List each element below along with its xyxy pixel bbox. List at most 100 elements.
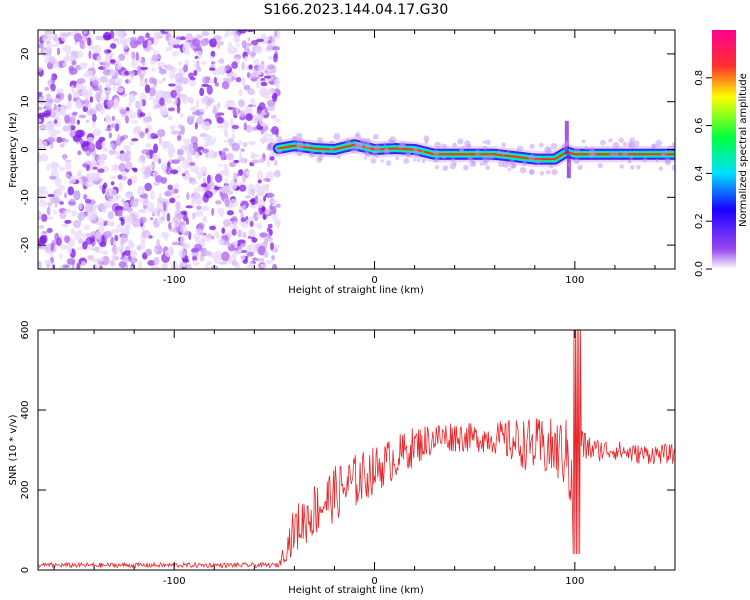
noise-blob [231,228,237,236]
noise-blob [179,36,186,41]
noise-blob [91,79,99,87]
noise-blob [217,238,225,245]
ridge-scatter [519,166,527,174]
noise-blob [214,230,220,239]
ridge-scatter [417,158,421,162]
colorbar: 0.0 0.2 0.4 0.6 0.8 Normalized spectral ampl… [694,30,749,277]
ridge-scatter [420,150,425,154]
noise-blob [194,122,198,130]
noise-blob [139,208,145,213]
noise-blob [51,195,60,204]
noise-blob [46,137,56,143]
ridge-scatter [413,158,417,162]
noise-blob [59,244,68,250]
noise-blob [110,123,117,128]
noise-blob [119,152,128,162]
noise-blob [173,182,180,190]
noise-blob [204,264,209,269]
noise-blob [199,166,208,176]
noise-blob [67,93,72,102]
noise-blob [206,84,213,95]
noise-blob [59,253,63,260]
noise-blob [202,177,207,184]
noise-blob [213,255,221,265]
noise-blob [164,30,174,33]
noise-blob [228,229,233,238]
noise-blob [77,229,83,236]
noise-blob [139,81,147,87]
noise-blob [182,44,189,55]
noise-blob [95,258,105,262]
noise-blob [270,46,280,51]
noise-blob [48,43,57,48]
noise-blob [53,103,57,111]
noise-blob [193,70,198,77]
noise-blob [71,59,77,66]
noise-blob [135,51,139,61]
ridge-scatter [482,140,486,144]
ridge-scatter [546,147,553,154]
noise-blob [61,223,69,228]
noise-blob [271,205,277,215]
noise-blob [92,86,101,92]
y-tick-label: -10 [20,189,31,205]
noise-blob [91,247,96,252]
noise-blob [265,259,274,265]
noise-blob [242,204,247,209]
noise-blob [108,132,112,139]
noise-blob [120,239,125,247]
noise-blob [260,35,269,45]
noise-blob [204,190,213,199]
noise-blob [92,44,102,54]
noise-blob [169,143,175,154]
ridge-scatter [516,145,524,152]
y-tick-label: 20 [20,48,31,61]
noise-blob [172,215,182,224]
ridge-scatter [581,139,586,144]
noise-blob [50,242,55,252]
noise-blob [239,254,246,261]
noise-blob [179,113,184,118]
noise-blob [259,157,265,164]
noise-blob [113,38,119,42]
noise-blob [92,113,97,123]
noise-blob [162,111,169,116]
ridge-scatter [536,159,541,164]
ridge-scatter [433,149,440,156]
noise-blob [231,61,238,69]
ridge-scatter [529,168,535,174]
noise-blob [258,102,266,111]
noise-blob [77,212,86,221]
noise-blob [160,263,167,269]
noise-blob [91,158,97,167]
noise-blob [171,50,179,57]
noise-blob [106,99,115,108]
noise-blob [235,77,242,83]
noise-blob [126,106,130,112]
noise-blob [209,67,216,71]
noise-blob [220,251,230,262]
noise-blob [143,205,147,209]
noise-blob [224,177,228,186]
noise-blob [63,210,71,214]
ridge-scatter [355,141,363,149]
noise-blob [144,182,152,192]
noise-blob [152,135,159,139]
noise-blob [232,172,238,181]
noise-blob [38,106,43,111]
noise-blob [139,132,145,139]
ridge-scatter [405,151,411,157]
noise-blob [72,219,82,229]
noise-blob [205,104,209,109]
ridge-scatter [452,142,457,148]
noise-blob [38,152,41,163]
noise-blob [243,141,248,148]
noise-blob [249,98,254,103]
noise-blob [47,30,55,41]
noise-blob [240,217,247,223]
noise-blob [268,55,273,60]
ridge-scatter [509,159,515,165]
noise-blob [141,230,151,238]
noise-blob [129,249,138,259]
noise-blob [102,250,109,256]
